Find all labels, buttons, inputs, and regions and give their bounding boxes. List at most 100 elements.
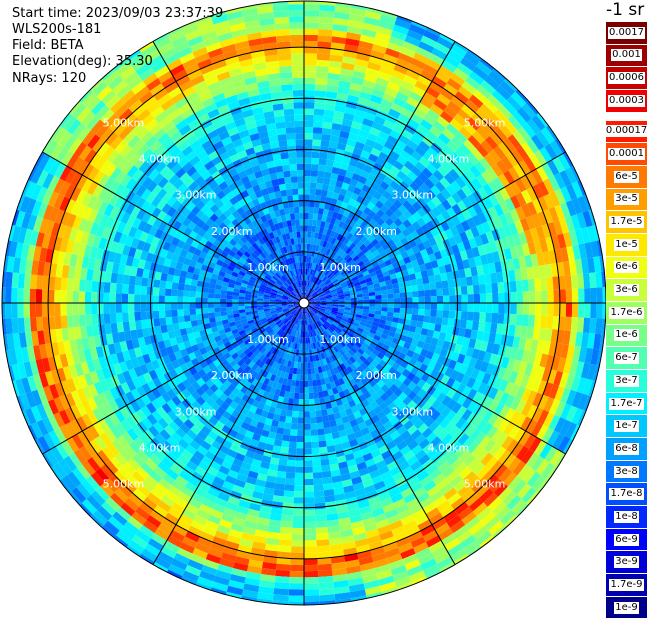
- range-gate-cell: [401, 329, 409, 337]
- range-gate-cell: [219, 266, 228, 273]
- range-gate-cell: [479, 488, 494, 503]
- range-gate-cell: [241, 345, 249, 352]
- range-gate-cell: [314, 304, 321, 306]
- range-gate-cell: [553, 220, 564, 236]
- range-gate-cell: [262, 561, 277, 570]
- range-gate-cell: [344, 490, 356, 500]
- range-gate-cell: [247, 332, 255, 339]
- range-gate-cell: [270, 339, 277, 347]
- range-gate-cell: [257, 344, 265, 352]
- range-gate-cell: [308, 281, 311, 288]
- range-gate-cell: [190, 520, 205, 532]
- range-gate-cell: [374, 344, 383, 353]
- range-gate-cell: [5, 271, 13, 288]
- range-gate-cell: [338, 390, 346, 399]
- range-gate-cell: [227, 314, 234, 320]
- range-gate-cell: [249, 276, 257, 282]
- range-gate-cell: [431, 399, 442, 410]
- range-gate-cell: [320, 246, 326, 254]
- range-gate-cell: [245, 311, 252, 316]
- range-gate-cell: [304, 188, 310, 195]
- range-gate-cell: [431, 352, 440, 363]
- range-gate-cell: [518, 361, 528, 375]
- range-gate-cell: [514, 325, 522, 338]
- range-gate-cell: [368, 288, 375, 293]
- range-gate-cell: [182, 242, 191, 252]
- range-gate-cell: [125, 255, 134, 267]
- range-gate-cell: [543, 193, 555, 210]
- range-gate-cell: [365, 67, 380, 78]
- range-gate-cell: [61, 264, 70, 279]
- range-gate-cell: [460, 534, 477, 549]
- range-gate-cell: [279, 344, 285, 352]
- range-gate-cell: [344, 381, 353, 389]
- range-gate-cell: [360, 447, 371, 456]
- range-gate-cell: [134, 276, 143, 286]
- range-gate-cell: [228, 528, 243, 539]
- range-gate-cell: [307, 296, 313, 301]
- range-gate-cell: [340, 383, 348, 391]
- range-gate-cell: [305, 280, 308, 287]
- range-gate-cell: [477, 382, 488, 395]
- range-gate-cell: [371, 552, 387, 563]
- range-gate-cell: [435, 522, 451, 536]
- range-gate-cell: [346, 458, 357, 468]
- range-gate-cell: [345, 265, 353, 272]
- range-gate-cell: [429, 468, 442, 481]
- range-gate-cell: [484, 75, 500, 90]
- range-gate-cell: [127, 303, 135, 313]
- range-gate-cell: [393, 292, 401, 299]
- range-gate-cell: [296, 368, 301, 375]
- range-gate-cell: [267, 392, 275, 401]
- range-gate-cell: [509, 383, 520, 398]
- range-gate-cell: [226, 310, 234, 316]
- range-gate-cell: [354, 109, 366, 119]
- range-gate-cell: [204, 519, 219, 531]
- range-gate-cell: [310, 417, 317, 424]
- range-gate-cell: [141, 417, 153, 430]
- range-gate-cell: [291, 373, 297, 381]
- range-gate-cell: [58, 181, 71, 197]
- range-gate-cell: [289, 570, 304, 578]
- range-gate-cell: [77, 243, 87, 257]
- range-gate-cell: [211, 326, 219, 333]
- range-gate-cell: [257, 309, 264, 313]
- range-gate-cell: [283, 333, 289, 340]
- range-gate-cell: [488, 399, 500, 413]
- range-gate-cell: [304, 313, 306, 320]
- range-gate-cell: [314, 195, 321, 202]
- range-gate-cell: [62, 225, 73, 240]
- range-gate-cell: [145, 252, 155, 263]
- range-gate-cell: [527, 314, 536, 328]
- range-gate-cell: [90, 471, 105, 487]
- range-gate-cell: [310, 256, 314, 263]
- range-gate-cell: [219, 444, 230, 455]
- range-gate-cell: [277, 545, 292, 553]
- range-gate-cell: [411, 291, 419, 298]
- range-gate-cell: [487, 94, 503, 109]
- range-gate-cell: [408, 325, 417, 333]
- range-gate-cell: [386, 42, 403, 53]
- range-gate-cell: [193, 267, 201, 275]
- range-gate-cell: [423, 283, 431, 291]
- range-gate-cell: [421, 213, 432, 224]
- range-gate-cell: [501, 156, 514, 171]
- range-gate-cell: [468, 71, 485, 86]
- range-gate-cell: [116, 372, 127, 385]
- range-gate-cell: [87, 257, 96, 270]
- range-gate-cell: [465, 516, 481, 530]
- range-gate-cell: [322, 268, 329, 275]
- range-gate-cell: [511, 91, 527, 108]
- range-gate-cell: [254, 365, 262, 374]
- range-gate-cell: [333, 261, 340, 268]
- range-gate-cell: [324, 312, 331, 317]
- range-gate-cell: [356, 296, 364, 301]
- range-gate-cell: [317, 428, 325, 436]
- range-gate-cell: [245, 287, 253, 292]
- range-gate-cell: [295, 374, 301, 381]
- range-gate-cell: [566, 344, 575, 361]
- range-gate-cell: [124, 330, 132, 341]
- range-gate-cell: [407, 267, 415, 275]
- range-gate-cell: [363, 16, 380, 27]
- range-gate-cell: [164, 309, 172, 318]
